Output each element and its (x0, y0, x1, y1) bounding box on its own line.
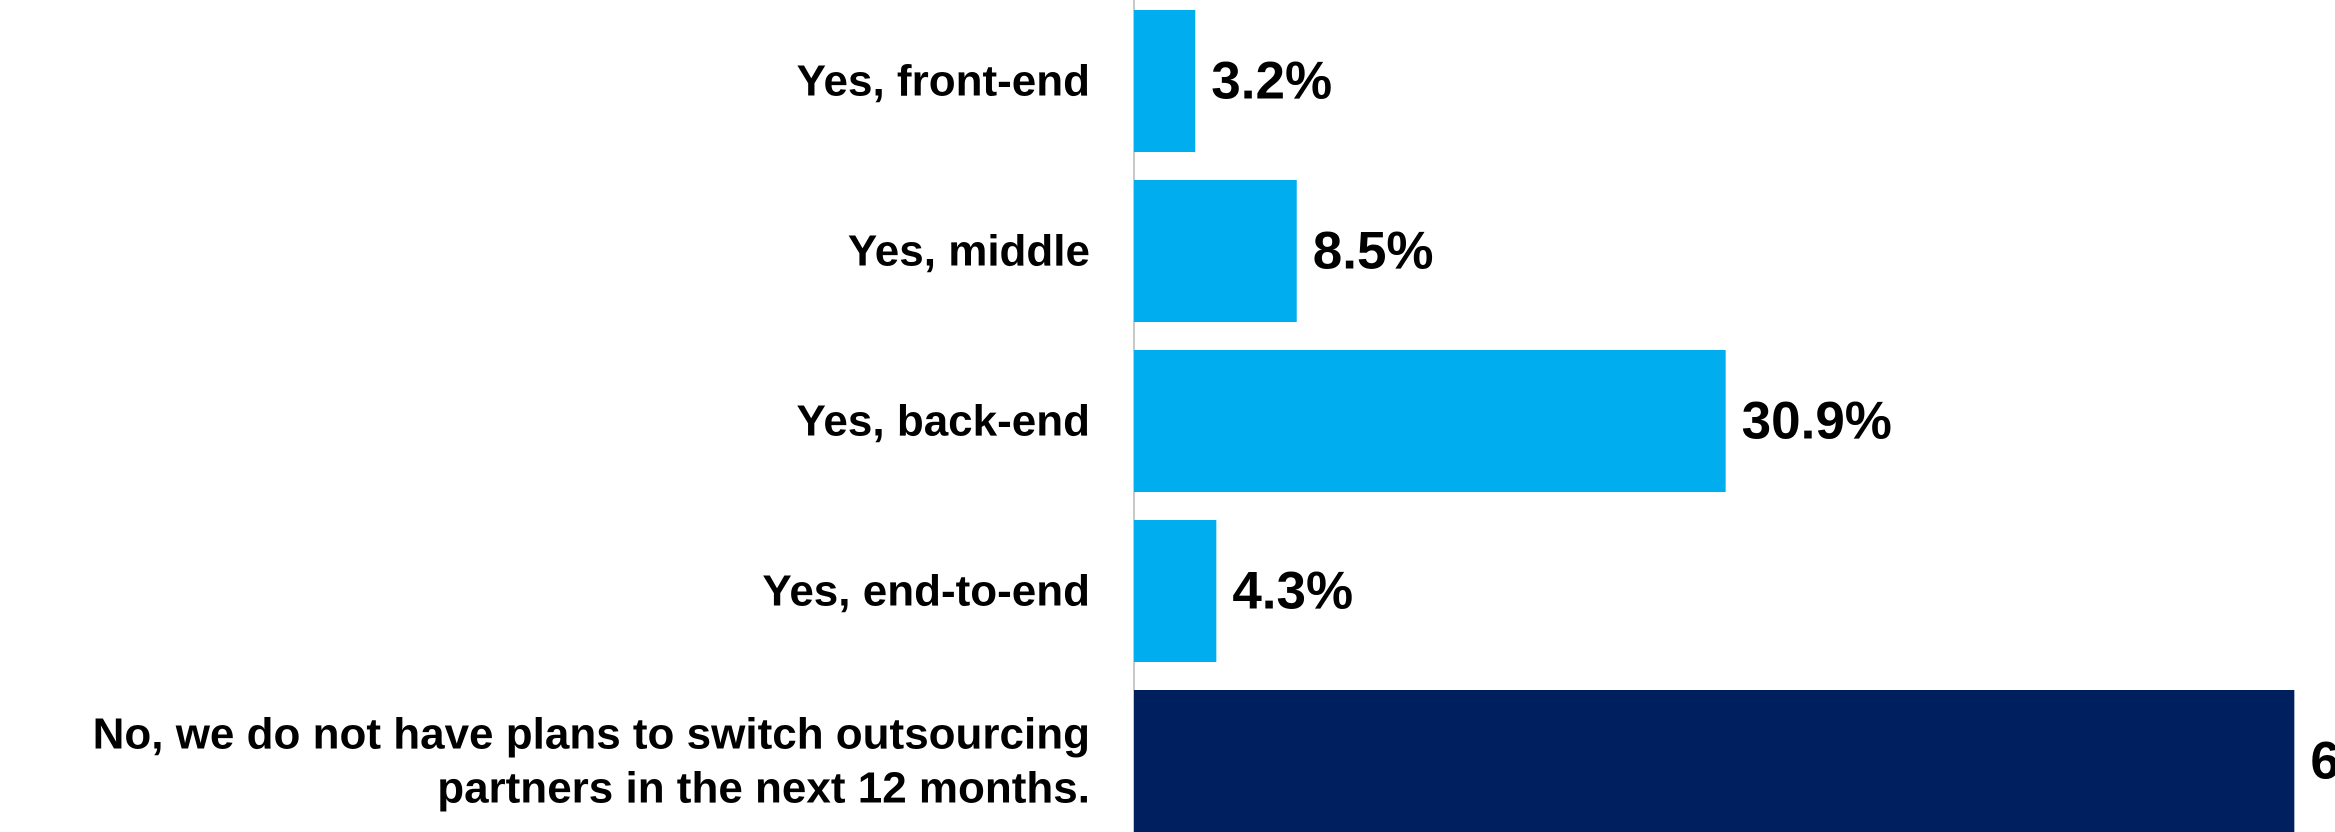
bars-layer (1134, 10, 2295, 832)
value-label-4: 4.3% (1232, 562, 1353, 621)
bar-2 (1134, 180, 1297, 322)
category-label-3-line-1: Yes, back-end (797, 397, 1090, 446)
category-label-3: Yes, back-end (797, 397, 1090, 446)
category-label-4-line-1: Yes, end-to-end (762, 567, 1090, 616)
category-label-1: Yes, front-end (797, 57, 1090, 106)
category-label-4: Yes, end-to-end (762, 567, 1090, 616)
bar-4 (1134, 520, 1217, 662)
value-label-2: 8.5% (1313, 222, 1434, 281)
value-label-5: 60.6% (2310, 732, 2335, 791)
value-label-1: 3.2% (1211, 52, 1332, 111)
category-label-5-line-2: partners in the next 12 months. (437, 764, 1090, 813)
category-label-2-line-1: Yes, middle (848, 227, 1090, 276)
labels-layer: 3.2% Yes, front-end 8.5% Yes, middle 30.9% Ye… (93, 52, 2335, 813)
category-label-5: No, we do not have plans to switch outso… (93, 710, 1090, 813)
category-label-1-line-1: Yes, front-end (797, 57, 1090, 106)
category-label-2: Yes, middle (848, 227, 1090, 276)
value-label-3: 30.9% (1742, 392, 1892, 451)
bar-5 (1134, 690, 2295, 832)
category-label-5-line-1: No, we do not have plans to switch outso… (93, 710, 1090, 759)
bar-3 (1134, 350, 1726, 492)
bar-1 (1134, 10, 1196, 152)
